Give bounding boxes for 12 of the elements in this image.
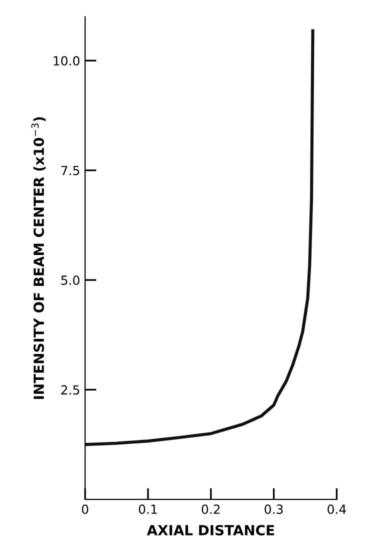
y-tick-label: 5.0 (61, 275, 80, 285)
x-tick-label: 0.4 (328, 504, 346, 514)
line-series (85, 29, 314, 446)
x-tick-label: 0.1 (138, 504, 157, 514)
y-axis-title: INTENSITY OF BEAM CENTER (x10$^{−3}$) (31, 117, 46, 399)
y-tick-label: 7.5 (61, 166, 80, 176)
x-tick-label: 0 (82, 504, 88, 514)
y-tick-label: 10.0 (54, 56, 80, 66)
x-axis-title: AXIAL DISTANCE (146, 524, 274, 536)
x-tick-label: 0.3 (264, 504, 283, 514)
y-tick-label: 2.5 (61, 385, 80, 395)
x-tick-label: 0.2 (202, 504, 220, 514)
